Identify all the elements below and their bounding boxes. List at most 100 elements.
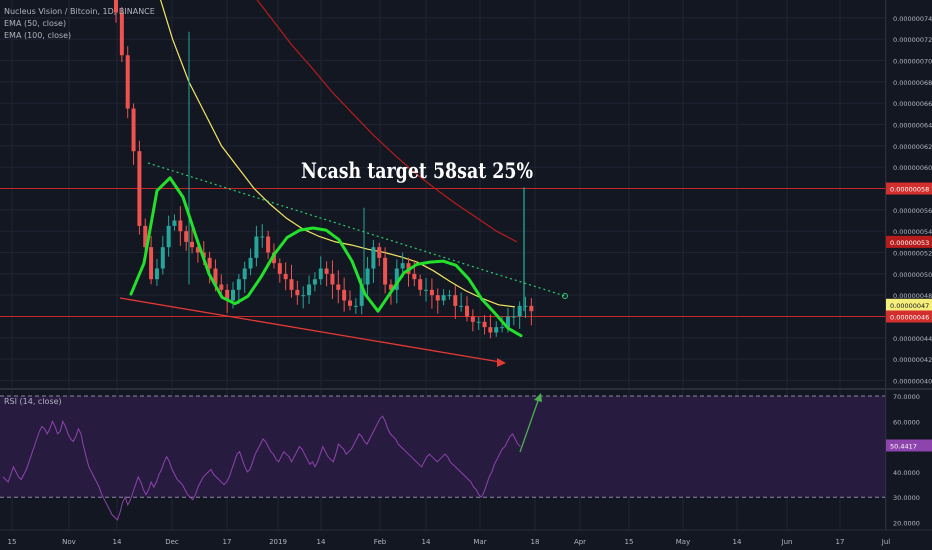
price-tick-label: 0.00000056 [893,207,932,215]
candle-body [523,305,528,307]
ema100-legend: EMA (100, close) [4,31,71,40]
candle-body [476,321,481,323]
candle-body [283,273,288,280]
candle-body [359,284,364,306]
time-tick-label: 2019 [269,538,287,546]
candle-body [154,268,159,280]
price-badge [886,182,932,195]
time-tick-label: Jul [881,538,891,546]
candle-body [160,247,165,269]
time-tick-label: May [676,538,690,546]
candle-body [125,55,130,109]
candle-body [342,289,347,301]
candle-body [242,268,247,280]
time-axis: 15 Nov 14 Dec 17 2019 14 Feb 14 Mar 18 Apr 15 May 14 Ju… [8,538,891,546]
candle-body [500,327,505,329]
rsi-arrowhead [534,393,542,402]
overlays [119,162,568,453]
candle-body [137,151,142,226]
candle-body [418,279,423,290]
candle-body [271,252,276,264]
time-tick-label: Mar [473,538,486,546]
price-badge-label: 0.00000058 [890,186,929,194]
green-wave [129,176,523,338]
candle-body [184,231,189,242]
time-tick-label: 15 [8,538,17,546]
candle-body [260,236,265,238]
candle-body [330,273,335,285]
candle-body [465,305,469,317]
price-badge-label: 0.00000046 [890,314,929,322]
candle-body [459,305,464,307]
price-tick-label: 0.00000070 [893,58,932,66]
target-annotation: Ncash target 58sat 25% [301,158,533,183]
time-tick-label: Nov [62,538,76,546]
ema100-line [256,0,518,243]
rsi-tick-label: 40.0000 [893,469,920,477]
candle-body [505,316,510,328]
time-tick-label: 14 [113,538,122,546]
candle-body [190,241,195,248]
rsi-legend: RSI (14, close) [4,397,62,406]
time-tick-label: Dec [165,538,179,546]
price-badge [886,235,932,248]
candle-body [365,268,370,285]
candle-body [307,284,312,296]
candle-body [511,316,516,318]
candle-body [470,316,475,322]
candle-body [277,263,282,274]
candle-body [348,300,352,306]
candle-body [353,305,358,307]
time-tick-label: 14 [422,538,431,546]
price-tick-label: 0.00000048 [893,292,932,300]
candle-body [295,289,300,296]
candle-body [371,247,376,269]
chart-lines [0,0,885,318]
candle-body [324,268,329,274]
candle-body [312,279,317,285]
candle-body [195,247,200,253]
candle-body [494,327,499,333]
candle-body [266,236,271,253]
candle-body [336,284,341,290]
rsi-value-badge [886,439,932,452]
candle-body [178,220,183,232]
candle-body [435,295,440,301]
time-tick-label: 15 [625,538,634,546]
price-tick-label: 0.00000052 [893,250,932,258]
candle-body [441,295,446,301]
candle-body [149,247,154,280]
candle-body [447,295,452,297]
candle-body [488,327,493,333]
candle-body [143,225,148,248]
time-tick-label: 18 [531,538,540,546]
rsi-tick-label: 20.0000 [893,520,920,528]
candle-body [289,279,294,290]
price-tick-label: 0.00000066 [893,100,932,108]
price-tick-label: 0.00000040 [893,378,932,386]
candle-body [114,0,118,13]
rsi-arrow [519,397,540,453]
candle-body [213,268,218,285]
price-badge-label: 0.00000047 [890,302,929,310]
candle-body [231,289,235,301]
price-tick-label: 0.00000042 [893,356,932,364]
time-tick-label: 17 [223,538,232,546]
candle-body [424,289,429,291]
ema50-line [159,0,515,308]
support-arrowhead [497,358,506,367]
candle-body [219,284,224,290]
time-tick-label: Apr [574,538,586,546]
ema50-legend: EMA (50, close) [4,19,66,28]
rsi-pane: 70.0000 60.0000 40.0000 30.0000 20.0000 50.44… [0,393,932,528]
rsi-tick-label: 70.0000 [893,393,920,401]
candle-body [517,305,522,317]
candle-body [429,289,434,296]
candle-body [172,220,177,226]
time-tick-label: Feb [374,538,387,546]
candle-body [482,321,487,328]
candle-body [377,247,382,258]
time-tick-label: 17 [836,538,845,546]
rsi-tick-label: 60.0000 [893,418,920,426]
